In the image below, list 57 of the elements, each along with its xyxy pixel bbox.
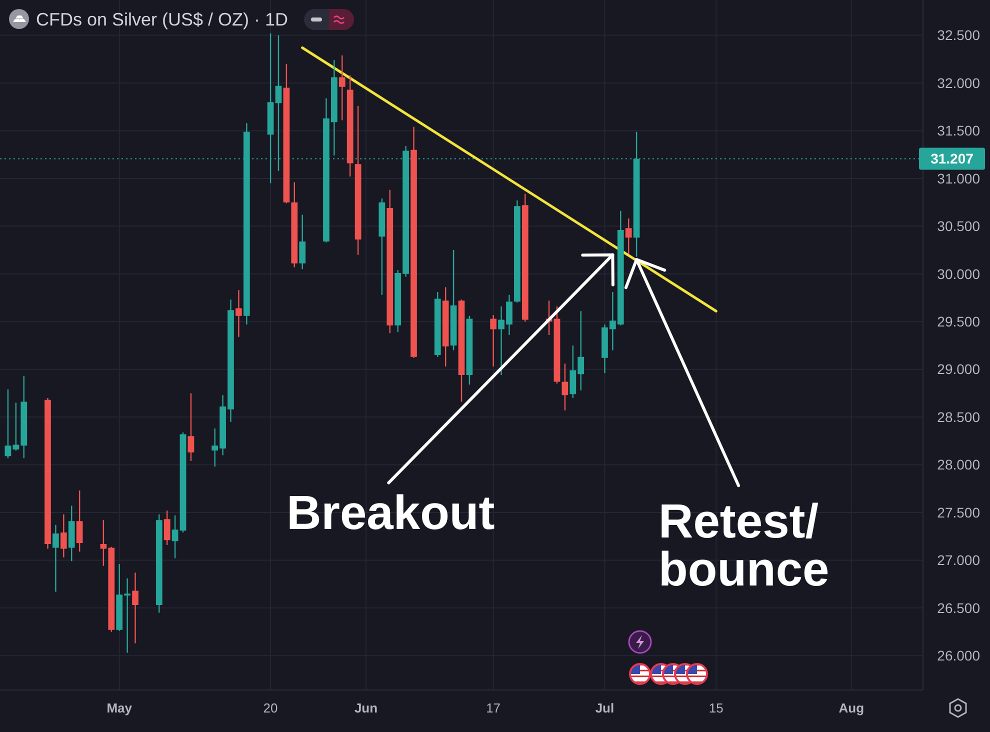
y-tick-label: 30.000: [937, 266, 980, 282]
annotation: Retest/ bounce: [658, 496, 830, 597]
y-tick-label: 29.000: [937, 361, 980, 378]
y-tick-label: 29.500: [937, 314, 980, 330]
candlestick: [132, 572, 138, 644]
candlestick: [283, 64, 290, 204]
candlestick: [60, 514, 67, 558]
y-tick-label: 27.500: [937, 504, 980, 520]
candlestick: [458, 300, 465, 402]
candlestick: [442, 287, 449, 366]
candlestick: [338, 55, 346, 120]
candlestick: [299, 214, 306, 270]
candlestick: [172, 515, 178, 558]
candlestick: [354, 106, 362, 255]
candlestick: [236, 290, 242, 337]
candlestick: [346, 75, 354, 177]
candlestick: [52, 524, 59, 592]
candlestick: [188, 393, 194, 461]
y-tick-label: 31.000: [937, 170, 980, 186]
candlestick: [434, 292, 441, 357]
candlestick: [291, 182, 298, 268]
y-tick-label: 32.000: [937, 74, 980, 91]
candlestick: [562, 364, 568, 410]
y-tick-label: 28.000: [937, 456, 980, 473]
candlestick: [180, 432, 186, 533]
candlestick: [554, 306, 560, 384]
ref-line-label: 31.207: [930, 150, 974, 167]
candlestick: [514, 200, 520, 303]
candlestick: [625, 218, 632, 254]
candlestick: [386, 190, 394, 334]
candlestick: [450, 250, 457, 350]
text: CFDs on Silver (US$ / OZ) · 1D: [36, 9, 288, 30]
candlestick: [156, 514, 162, 613]
x-tick-label: 17: [486, 700, 501, 716]
y-tick-label: 26.000: [937, 648, 980, 664]
candlestick: [76, 490, 83, 552]
y-tick-label: 26.500: [937, 600, 980, 616]
candlestick: [68, 506, 75, 562]
y-tick-label: 31.500: [937, 122, 980, 139]
y-tick-label: 32.500: [937, 27, 980, 44]
candlestick: [44, 398, 51, 549]
y-tick-label: 28.500: [937, 408, 980, 425]
y-tick-label: 27.000: [937, 552, 980, 568]
x-tick-label: Aug: [838, 700, 864, 716]
candlestick: [164, 510, 170, 545]
x-tick-label: Jul: [595, 700, 614, 716]
candlestick: [466, 316, 473, 385]
x-tick-label: 20: [263, 700, 278, 716]
candlestick: [490, 314, 497, 366]
y-tick-label: 30.500: [937, 218, 980, 234]
x-tick-label: Jun: [354, 700, 378, 716]
x-tick-label: 15: [708, 700, 724, 716]
annotation: Breakout: [286, 486, 495, 540]
candlestick: [522, 194, 528, 322]
candlestick: [378, 198, 386, 295]
x-tick-label: May: [106, 700, 133, 716]
candlestick: [410, 126, 417, 358]
